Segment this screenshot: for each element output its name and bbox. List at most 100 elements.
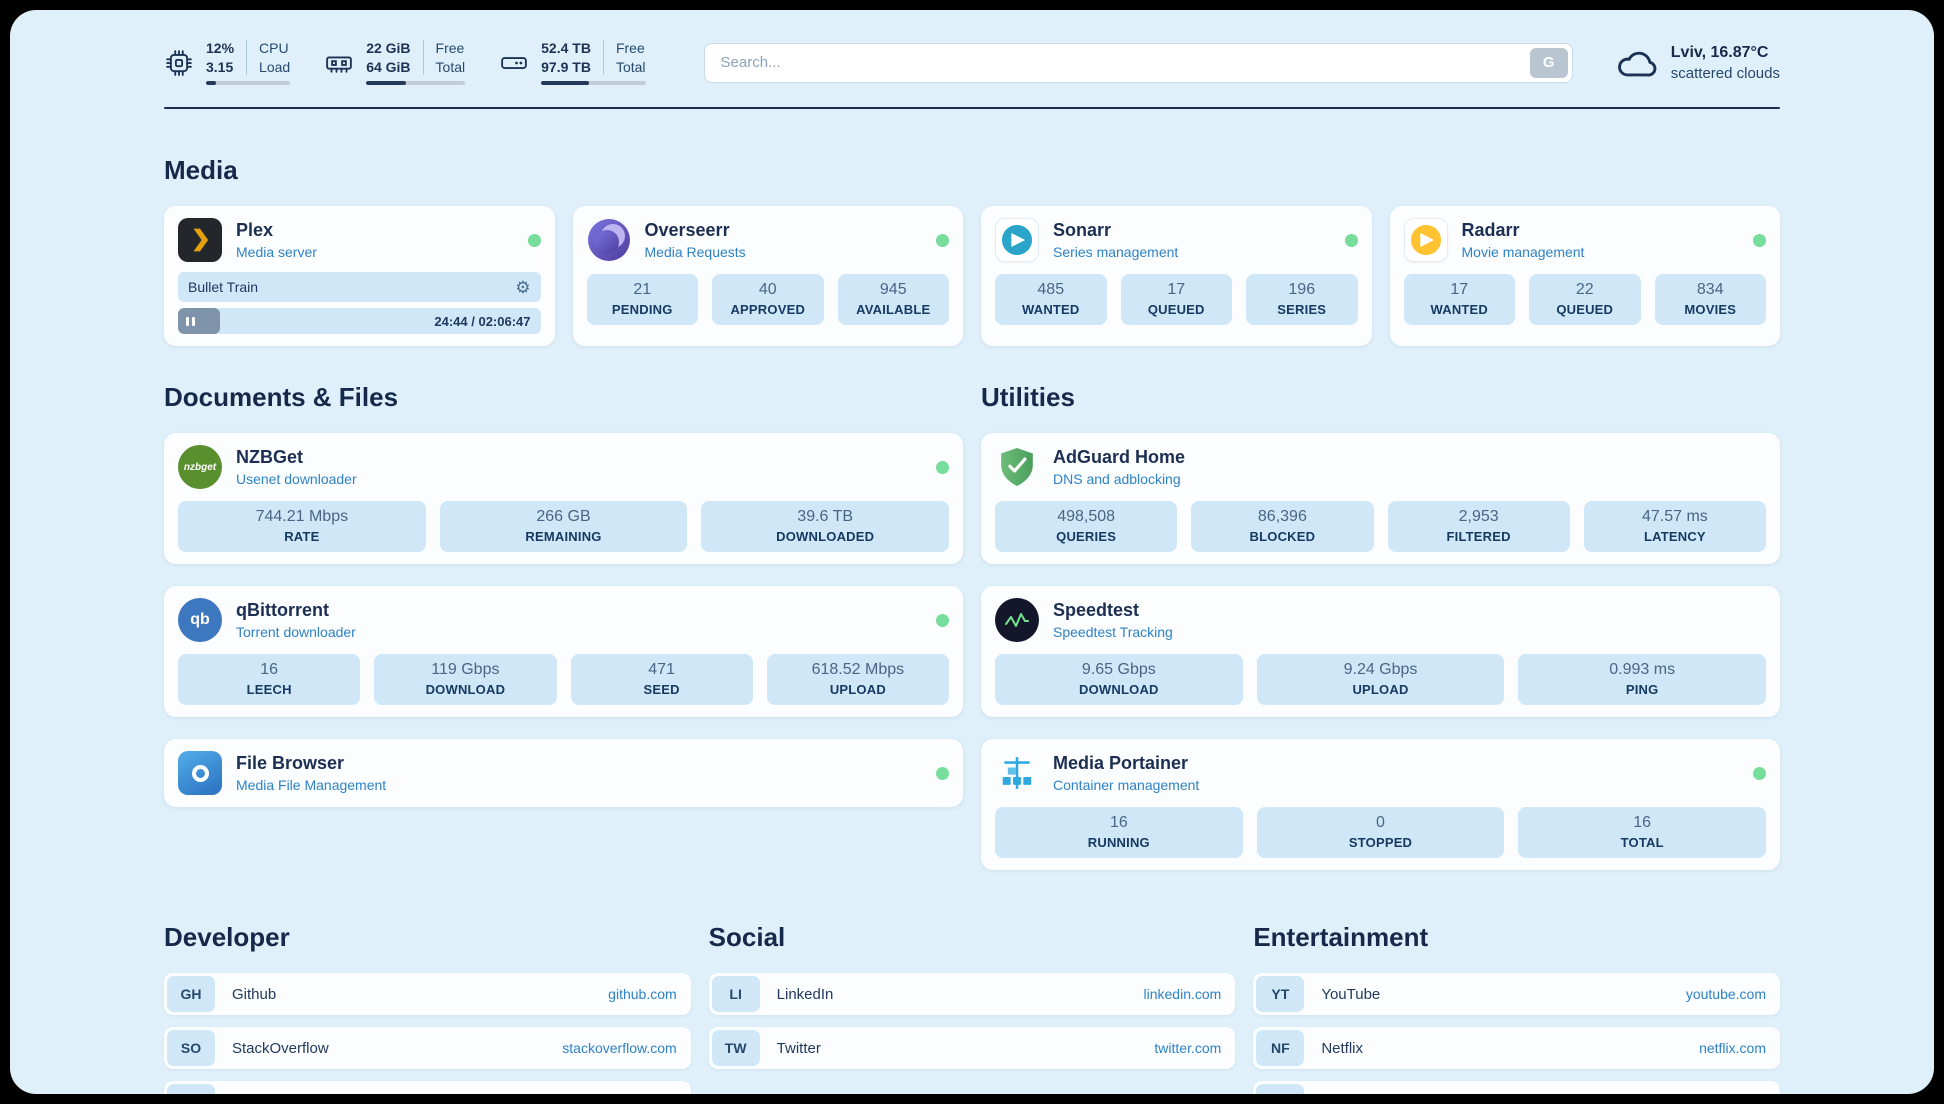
bookmark-url[interactable]: youtube.com	[1685, 986, 1766, 1002]
disk-progress-fill	[541, 81, 590, 85]
app-name: AdGuard Home	[1053, 447, 1186, 467]
bookmark-name: YouTube	[1321, 985, 1381, 1003]
bookmark-name: Netflix	[1321, 1039, 1364, 1057]
disk-progress-bar	[541, 81, 646, 85]
playback-time: 24:44 / 02:06:47	[434, 313, 531, 329]
status-dot	[936, 613, 949, 627]
bookmark-netflix[interactable]: NF Netflix netflix.com	[1253, 1027, 1780, 1069]
divider	[246, 40, 248, 75]
app-card-speedtest[interactable]: Speedtest Speedtest Tracking 9.65 Gbps D…	[981, 586, 1780, 717]
cpu-usage-label: CPU	[259, 40, 289, 56]
bookmark-abbr: SO	[167, 1030, 215, 1066]
now-playing-bar: Bullet Train ⚙	[178, 272, 541, 302]
app-card-nzbget[interactable]: nzbget NZBGet Usenet downloader 744.21 M…	[164, 433, 963, 564]
settings-icon[interactable]: ⚙	[515, 277, 531, 297]
weather-widget: Lviv, 16.87°C scattered clouds	[1615, 44, 1780, 82]
overseerr-icon	[587, 218, 631, 262]
section-media: Media Plex Media server Bullet Train	[164, 155, 1780, 346]
app-card-sonarr[interactable]: Sonarr Series management 485 WANTED 17 Q…	[981, 206, 1372, 346]
bookmark-url[interactable]: netflix.com	[1699, 1040, 1766, 1056]
bookmark-name: LinkedIn	[776, 985, 834, 1003]
stat-tile: 86,396 BLOCKED	[1191, 501, 1374, 552]
stat-tile: 485 WANTED	[995, 274, 1107, 325]
status-dot	[1753, 766, 1766, 780]
app-card-qbittorrent[interactable]: qb qBittorrent Torrent downloader 16 LEE…	[164, 586, 963, 717]
section-social: Social LI LinkedIn linkedin.com TW Twitt…	[708, 922, 1236, 1094]
bookmark-linkedin[interactable]: LI LinkedIn linkedin.com	[708, 973, 1236, 1015]
bookmark-abbr: DT	[167, 1084, 215, 1094]
bookmark-github[interactable]: GH Github github.com	[164, 973, 691, 1015]
app-card-adguard[interactable]: AdGuard Home DNS and adblocking 498,508 …	[981, 433, 1780, 564]
section-title-documents: Documents & Files	[164, 382, 399, 412]
stat-tile: 9.24 Gbps UPLOAD	[1256, 654, 1505, 705]
app-name: Sonarr	[1053, 220, 1112, 240]
app-card-overseerr[interactable]: Overseerr Media Requests 21 PENDING 40 A…	[572, 206, 963, 346]
weather-condition: scattered clouds	[1670, 64, 1780, 82]
app-subtitle: Media server	[236, 244, 317, 260]
status-dot	[936, 766, 949, 780]
bookmark-reddit[interactable]: RE Reddit reddit.com	[1253, 1081, 1780, 1094]
status-dot	[527, 233, 541, 247]
app-card-plex[interactable]: Plex Media server Bullet Train ⚙	[164, 206, 555, 346]
ram-widget: 22 GiB 64 GiB Free Total	[324, 40, 466, 85]
section-developer: Developer GH Github github.com SO StackO…	[164, 922, 691, 1094]
stat-tile: 9.65 Gbps DOWNLOAD	[995, 654, 1243, 705]
stat-tile: 21 PENDING	[586, 274, 698, 325]
bookmark-youtube[interactable]: YT YouTube youtube.com	[1253, 973, 1780, 1015]
bookmark-url[interactable]: linkedin.com	[1143, 986, 1222, 1002]
section-utilities: Utilities	[981, 382, 1780, 870]
status-dot	[1753, 233, 1766, 247]
app-subtitle: Container management	[1053, 777, 1200, 793]
weather-location: Lviv, 16.87°C	[1670, 43, 1769, 61]
stat-tile: 47.57 ms LATENCY	[1583, 501, 1766, 552]
bookmark-name: Reddit	[1321, 1094, 1364, 1095]
app-card-filebrowser[interactable]: File Browser Media File Management	[164, 739, 963, 807]
qbittorrent-icon: qb	[178, 598, 222, 642]
bookmark-abbr: RE	[1256, 1084, 1305, 1094]
search-engine-button[interactable]: G	[1529, 47, 1568, 78]
bookmark-dev[interactable]: DT DEV dev.to	[164, 1081, 691, 1094]
portainer-icon	[995, 751, 1039, 795]
search-input[interactable]	[703, 42, 1573, 83]
app-name: NZBGet	[236, 447, 303, 467]
ram-progress-bar	[366, 81, 466, 85]
stat-tile: 40 APPROVED	[712, 274, 824, 325]
bookmark-twitter[interactable]: TW Twitter twitter.com	[708, 1027, 1236, 1069]
app-card-portainer[interactable]: Media Portainer Container management 16 …	[981, 739, 1780, 870]
dashboard-panel: 12% 3.15 CPU Load	[10, 10, 1934, 1094]
app-subtitle: Media Requests	[644, 244, 746, 260]
bookmark-abbr: NF	[1256, 1030, 1305, 1066]
disk-total-value: 97.9 TB	[541, 59, 591, 75]
stat-tile: 0.993 ms PING	[1518, 654, 1767, 705]
radarr-icon	[1403, 218, 1448, 262]
search-bar: G	[703, 42, 1573, 83]
bookmark-abbr: TW	[711, 1030, 760, 1066]
section-title-developer: Developer	[164, 922, 290, 952]
app-name: Plex	[236, 220, 274, 240]
app-subtitle: DNS and adblocking	[1053, 471, 1181, 487]
bookmark-url[interactable]: github.com	[608, 986, 677, 1002]
status-dot	[936, 233, 949, 247]
disk-free-label: Free	[615, 40, 645, 56]
stat-tile: 196 SERIES	[1246, 274, 1358, 325]
top-bar: 12% 3.15 CPU Load	[164, 40, 1780, 85]
app-card-radarr[interactable]: Radarr Movie management 17 WANTED 22 QUE…	[1389, 206, 1780, 346]
stat-tile: 0 STOPPED	[1256, 807, 1505, 858]
bookmark-url[interactable]: twitter.com	[1154, 1040, 1222, 1056]
nzbget-icon: nzbget	[178, 445, 222, 489]
sonarr-icon	[995, 218, 1039, 262]
bookmark-stackoverflow[interactable]: SO StackOverflow stackoverflow.com	[164, 1027, 691, 1069]
stat-tile: 17 QUEUED	[1120, 274, 1232, 325]
section-title-media: Media	[164, 155, 238, 185]
now-playing-title: Bullet Train	[188, 279, 259, 295]
playback-progress-track	[178, 308, 422, 334]
disk-free-value: 52.4 TB	[541, 40, 591, 56]
app-name: Speedtest	[1053, 600, 1140, 620]
bookmark-url[interactable]: stackoverflow.com	[562, 1040, 677, 1056]
section-title-social: Social	[708, 922, 786, 952]
plex-icon	[178, 218, 222, 262]
ram-total-label: Total	[435, 59, 466, 75]
ram-free-value: 22 GiB	[366, 40, 411, 56]
bookmark-abbr: GH	[167, 976, 215, 1012]
